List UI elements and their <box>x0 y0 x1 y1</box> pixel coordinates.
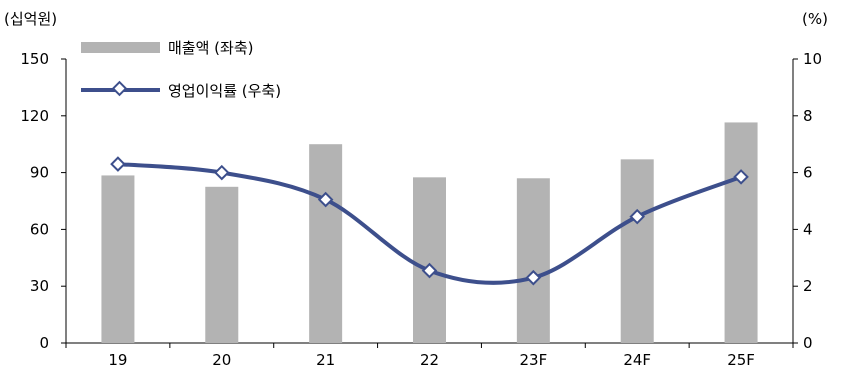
left-tick-label: 150 <box>20 50 49 68</box>
x-tick-label: 20 <box>212 351 231 369</box>
right-tick-label: 2 <box>803 277 813 295</box>
bar-series <box>101 122 758 343</box>
point-operating-margin <box>733 169 749 185</box>
bar-revenue <box>101 175 135 343</box>
right-tick-label: 6 <box>803 164 813 182</box>
point-operating-margin <box>110 156 126 172</box>
point-operating-margin <box>214 164 230 181</box>
legend-label-revenue: 매출액 (좌축) <box>168 39 253 57</box>
left-tick-label: 30 <box>30 277 49 295</box>
right-axis-unit: (%) <box>802 10 828 28</box>
point-operating-margin <box>525 269 542 286</box>
right-tick-label: 8 <box>803 107 813 125</box>
legend: 매출액 (좌축) 영업이익률 (우축) <box>81 39 281 100</box>
legend-swatch-margin-marker <box>111 80 128 97</box>
bar-revenue <box>413 177 446 343</box>
legend-swatch-revenue <box>81 42 160 53</box>
bar-revenue <box>724 122 758 343</box>
left-tick-label: 60 <box>30 220 49 238</box>
line-series <box>110 156 749 286</box>
left-tick-label: 0 <box>39 334 49 352</box>
point-operating-margin <box>629 208 645 225</box>
bar-revenue <box>205 186 239 343</box>
x-tick-label: 21 <box>316 351 335 369</box>
x-tick-label: 23F <box>519 351 547 369</box>
left-tick-label: 120 <box>20 107 49 125</box>
left-tick-label: 90 <box>30 164 49 182</box>
right-tick-label: 0 <box>803 334 813 352</box>
x-tick-label: 22 <box>420 351 439 369</box>
point-operating-margin <box>317 191 334 208</box>
right-tick-label: 10 <box>803 50 822 68</box>
left-axis-unit: (십억원) <box>4 10 57 28</box>
x-tick-label: 24F <box>623 351 651 369</box>
bar-revenue <box>620 159 654 343</box>
right-tick-label: 4 <box>803 220 813 238</box>
x-tick-label: 19 <box>108 351 127 369</box>
legend-label-operating-margin: 영업이익률 (우축) <box>168 82 281 100</box>
point-operating-margin <box>421 262 438 279</box>
bar-revenue <box>309 144 343 343</box>
axes: 0 30 60 90 120 150 0 2 4 6 8 10 19 20 21 22 23F 24F 25F <box>20 50 822 369</box>
x-tick-label: 25F <box>727 351 755 369</box>
bar-revenue <box>516 178 550 343</box>
